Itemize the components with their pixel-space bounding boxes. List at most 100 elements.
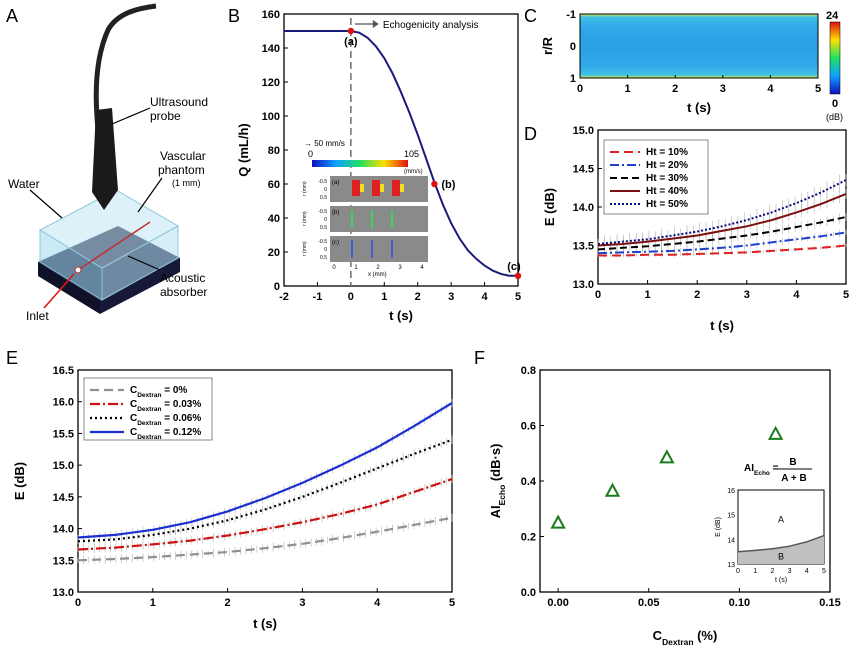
inset-y-title: E (dB) [715, 517, 722, 537]
y-tick-label: 120 [262, 77, 280, 89]
vessel-line [77, 221, 151, 271]
panel-label-d: D [524, 124, 537, 144]
series-line [597, 192, 847, 247]
y-tick-label: 160 [262, 9, 280, 21]
y-axis-title: E (dB) [542, 188, 557, 226]
probe-label-2: probe [150, 109, 181, 123]
y-tick-label: 0 [570, 41, 576, 53]
inset-x-tick: 4 [420, 265, 424, 271]
x-tick-label: 2 [672, 83, 678, 95]
legend-label: CDextran = 0% [130, 385, 187, 399]
data-point [767, 425, 784, 440]
x-tick-label: 4 [374, 597, 381, 609]
x-tick-label: 2 [415, 291, 421, 303]
panel-label-c: C [524, 6, 537, 26]
legend-label: Ht = 30% [646, 173, 688, 184]
probe-label-1: Ultrasound [150, 95, 208, 109]
water-label: Water [8, 177, 40, 191]
x-tick-label: 4 [482, 291, 489, 303]
inset-r-tick: 0 [324, 247, 327, 253]
panel-label-a: A [6, 6, 18, 26]
y-tick-label: 60 [268, 179, 280, 191]
y-tick-label: 0.4 [521, 476, 537, 488]
x-axis-title: t (s) [710, 318, 734, 333]
data-point [604, 482, 621, 497]
legend-label: Ht = 20% [646, 160, 688, 171]
y-tick-label: 140 [262, 43, 280, 55]
x-tick-label: 4 [767, 83, 774, 95]
chart-d: 0 1 2 3 4 5 13.0 13.5 14.0 14.5 15.0 Ht = 10% Ht = 2… [542, 125, 849, 333]
inset-r-tick: 0 [324, 187, 327, 193]
legend-box [83, 377, 213, 441]
x-tick-label: 0 [577, 83, 583, 95]
legend: Ht = 10% Ht = 20% Ht = 30% Ht = 40% Ht = 50% [603, 139, 709, 215]
legend-label: Ht = 50% [646, 199, 688, 210]
x-tick-label: -2 [279, 291, 289, 303]
marker-point [514, 272, 522, 279]
x-tick-label: 0 [595, 289, 601, 301]
y-tick-label: 1 [570, 73, 576, 85]
flow-image-a [330, 176, 428, 202]
inset-r-tick: 0.5 [320, 195, 327, 201]
inset-x-tick: 4 [805, 568, 809, 575]
flow-image-b [330, 206, 428, 232]
x-tick-label: 0 [348, 291, 354, 303]
colorbar-max: 24 [826, 10, 839, 22]
marker-label: (b) [441, 179, 455, 191]
label-arrows [29, 107, 163, 271]
inset-x-tick: 2 [376, 265, 380, 271]
marker-point [347, 27, 355, 35]
x-tick-label: 0.00 [547, 597, 568, 609]
inset-region-b: B [778, 552, 784, 562]
inset-x-tick: 0 [736, 568, 740, 575]
y-tick-label: 16.0 [53, 397, 74, 409]
legend-label: Ht = 40% [646, 186, 688, 197]
x-tick-label: 0.05 [638, 597, 659, 609]
inset-y-tick: 16 [727, 488, 735, 495]
inlet-label: Inlet [26, 309, 49, 323]
sub-a: (a) [332, 180, 339, 186]
series-line [77, 402, 453, 539]
y-tick-label: 14.0 [573, 202, 594, 214]
x-axis-title: t (s) [687, 100, 711, 115]
chart-f: 0.00 0.05 0.10 0.15 0.0 0.2 0.4 0.6 0.8 CDextran … [488, 365, 841, 647]
y-tick-label: 15.5 [53, 428, 74, 440]
x-axis-title: CDextran (%) [653, 628, 718, 647]
absorber-front [100, 258, 180, 314]
annotation-arrowhead [372, 20, 379, 28]
inset-r-tick: -0.5 [318, 179, 327, 185]
x-tick-label: 1 [645, 289, 651, 301]
inset-curve [737, 534, 825, 553]
x-tick-label: 1 [150, 597, 156, 609]
inlet-arrow [43, 273, 75, 309]
y-tick-label: 100 [262, 111, 280, 123]
y-tick-label: 15.0 [53, 460, 74, 472]
inset-x-title: t (s) [775, 577, 787, 584]
inset-x-label: x (mm) [368, 272, 387, 278]
x-tick-label: 3 [299, 597, 305, 609]
series-line [77, 516, 453, 562]
y-tick-label: 20 [268, 247, 280, 259]
y-tick-label: 13.5 [53, 555, 74, 567]
x-tick-label: 3 [744, 289, 750, 301]
y-axis-title: Q (mL/h) [236, 123, 251, 176]
data-point [659, 449, 675, 464]
inset-r-tick: -0.5 [318, 239, 327, 245]
absorber-label-2: absorber [160, 285, 207, 299]
legend-label: CDextran = 0.06% [130, 413, 201, 427]
apparatus-diagram: Ultrasound probe Vascular phantom (1 mm)… [8, 3, 208, 323]
y-tick-label: 14.0 [53, 524, 74, 536]
inset-ticks: -0.5 0 0.5 -0.5 0 0.5 -0.5 0 0.5 0 1 2 3 4 [318, 179, 424, 271]
colorbar-unit: (dB) [826, 112, 843, 122]
inset-x-tick: 3 [788, 568, 792, 575]
y-tick-label: 13.0 [573, 279, 594, 291]
x-tick-label: 5 [515, 291, 521, 303]
probe-body [92, 108, 118, 210]
inset-x-tick: 1 [354, 265, 358, 271]
cb-max: 105 [404, 149, 419, 159]
sub-b: (b) [332, 210, 339, 216]
panel-label-b: B [228, 6, 240, 26]
x-tick-label: 2 [225, 597, 231, 609]
y-tick-label: 13.0 [53, 587, 74, 599]
